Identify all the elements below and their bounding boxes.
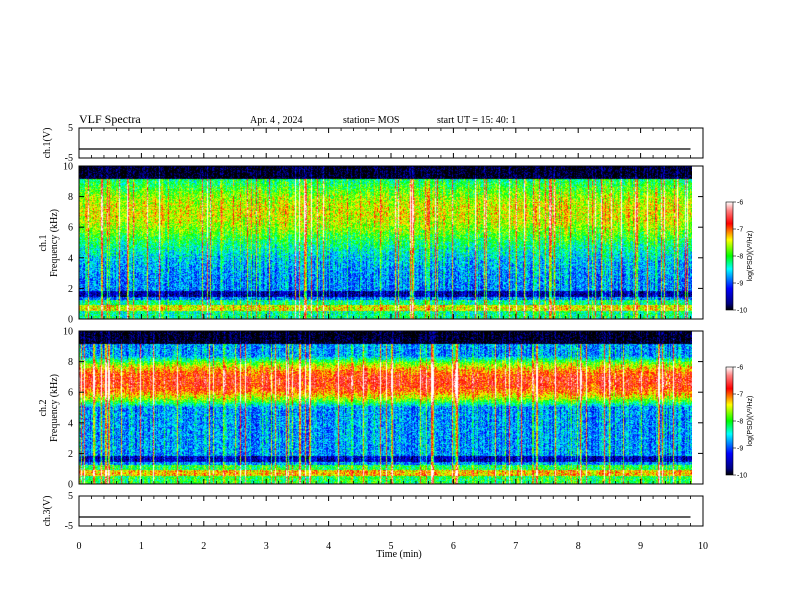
- y-tick-label: 0: [68, 315, 73, 326]
- start-time-label: start UT = 15: 40: 1: [437, 115, 516, 126]
- colorbar-tick-label: -6: [737, 365, 743, 372]
- colorbar-tick-label: -10: [737, 473, 747, 480]
- date-label: Apr. 4 , 2024: [250, 115, 303, 126]
- x-tick-label: 10: [698, 541, 708, 552]
- ch2-spectrogram-yticks: 0 2 4 6 8 10: [63, 327, 703, 491]
- ch1-spectrogram-image: [79, 166, 692, 319]
- x-tick-label: 0: [77, 541, 82, 552]
- ch2-colorbar: -6 -7 -8 -9 -10 log(PSD)(V²/Hz): [725, 365, 754, 480]
- colorbar-tick-label: -9: [737, 281, 743, 288]
- colorbar-tick-label: -8: [737, 254, 743, 261]
- y-tick-label: 8: [68, 192, 73, 203]
- x-tick-label: 9: [638, 541, 643, 552]
- ch1-waveform-ylabel: ch.1(V): [42, 128, 53, 159]
- ch1-spectrogram-panel: 0 2 4 6 8 10 ch.1 Frequency (kHz): [38, 162, 704, 326]
- y-tick-label: 2: [68, 449, 73, 460]
- ch1-colorbar-label: log(PSD)(V²/Hz): [747, 231, 754, 282]
- y-tick-label: 2: [68, 284, 73, 295]
- ch1-ytick-bottom: -5: [65, 153, 73, 164]
- y-tick-label: 6: [68, 223, 73, 234]
- colorbar-tick-label: -9: [737, 446, 743, 453]
- y-tick-label: 10: [63, 162, 73, 173]
- figure-title: VLF Spectra: [79, 112, 141, 126]
- ch2-colorbar-label: log(PSD)(V²/Hz): [747, 396, 754, 447]
- x-tick-label: 2: [201, 541, 206, 552]
- colorbar-tick-label: -6: [737, 200, 743, 207]
- time-axis-label: Time (min): [376, 549, 421, 560]
- x-tick-label: 6: [451, 541, 456, 552]
- ch2-spectrogram-image: [79, 331, 692, 484]
- ch2-channel-label: ch.2: [38, 400, 49, 417]
- y-tick-label: 4: [68, 418, 73, 429]
- ch2-spectrogram-panel: 0 2 4 6 8 10 ch.2 Frequency (kHz): [38, 327, 704, 491]
- ch1-colorbar-gradient: [725, 201, 734, 311]
- ch2-colorbar-gradient: [725, 366, 734, 476]
- ch3-ytick-top: 5: [68, 491, 73, 502]
- station-label: station= MOS: [343, 115, 399, 126]
- colorbar-tick-label: -8: [737, 419, 743, 426]
- colorbar-tick-label: -7: [737, 392, 743, 399]
- y-tick-label: 8: [68, 357, 73, 368]
- colorbar-tick-label: -10: [737, 308, 747, 315]
- y-tick-label: 4: [68, 253, 73, 264]
- x-tick-label: 3: [264, 541, 269, 552]
- ch3-ytick-bottom: -5: [65, 521, 73, 532]
- y-tick-label: 0: [68, 480, 73, 491]
- ch3-waveform-ylabel: ch.3(V): [42, 496, 53, 527]
- x-tick-label: 8: [576, 541, 581, 552]
- ch1-channel-label: ch.1: [38, 235, 49, 252]
- x-tick-label: 5: [389, 541, 394, 552]
- ch1-spectrogram-yticks: 0 2 4 6 8 10: [63, 162, 703, 326]
- x-tick-label: 1: [139, 541, 144, 552]
- ch1-ytick-top: 5: [68, 123, 73, 134]
- colorbar-tick-label: -7: [737, 227, 743, 234]
- y-tick-label: 6: [68, 388, 73, 399]
- x-tick-label: 7: [513, 541, 518, 552]
- time-axis-ticks: 0 1 2 3 4 5 6 7 8 9 10: [77, 128, 708, 552]
- ch1-colorbar: -6 -7 -8 -9 -10 log(PSD)(V²/Hz): [725, 200, 754, 315]
- ch1-frequency-label: Frequency (kHz): [49, 209, 60, 277]
- ch2-colorbar-ticks: -6 -7 -8 -9 -10: [733, 365, 747, 480]
- y-tick-label: 10: [63, 327, 73, 338]
- ch2-frequency-label: Frequency (kHz): [49, 374, 60, 442]
- ch1-colorbar-ticks: -6 -7 -8 -9 -10: [733, 200, 747, 315]
- x-tick-label: 4: [326, 541, 331, 552]
